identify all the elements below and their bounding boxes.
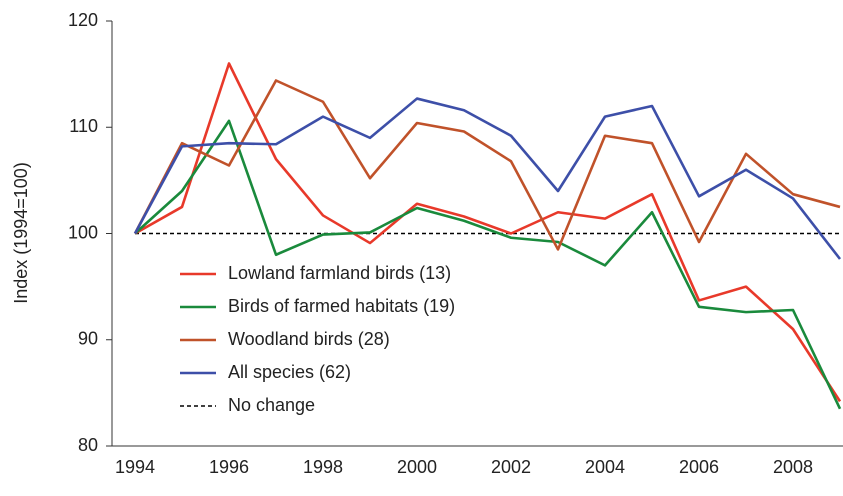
legend-label: No change <box>228 395 315 415</box>
series-line <box>133 79 841 251</box>
y-tick-label: 100 <box>68 222 98 242</box>
x-tick-label: 2006 <box>679 457 719 477</box>
x-tick-label: 2002 <box>491 457 531 477</box>
series-line <box>133 97 842 260</box>
series-line <box>134 62 842 403</box>
y-tick-label: 120 <box>68 10 98 30</box>
y-tick-label: 80 <box>78 435 98 455</box>
x-tick-label: 1994 <box>115 457 155 477</box>
y-tick-label: 110 <box>69 116 98 136</box>
x-tick-label: 1996 <box>209 457 249 477</box>
y-tick-label: 90 <box>78 329 98 349</box>
legend-label: Birds of farmed habitats (19) <box>228 296 455 316</box>
y-axis-label: Index (1994=100) <box>11 162 31 304</box>
x-tick-label: 1998 <box>303 457 343 477</box>
x-tick-label: 2000 <box>397 457 437 477</box>
legend-label: Woodland birds (28) <box>228 329 390 349</box>
legend-label: Lowland farmland birds (13) <box>228 263 451 283</box>
legend-label: All species (62) <box>228 362 351 382</box>
x-tick-label: 2008 <box>773 457 813 477</box>
x-tick-label: 2004 <box>585 457 625 477</box>
series-line <box>134 119 842 410</box>
